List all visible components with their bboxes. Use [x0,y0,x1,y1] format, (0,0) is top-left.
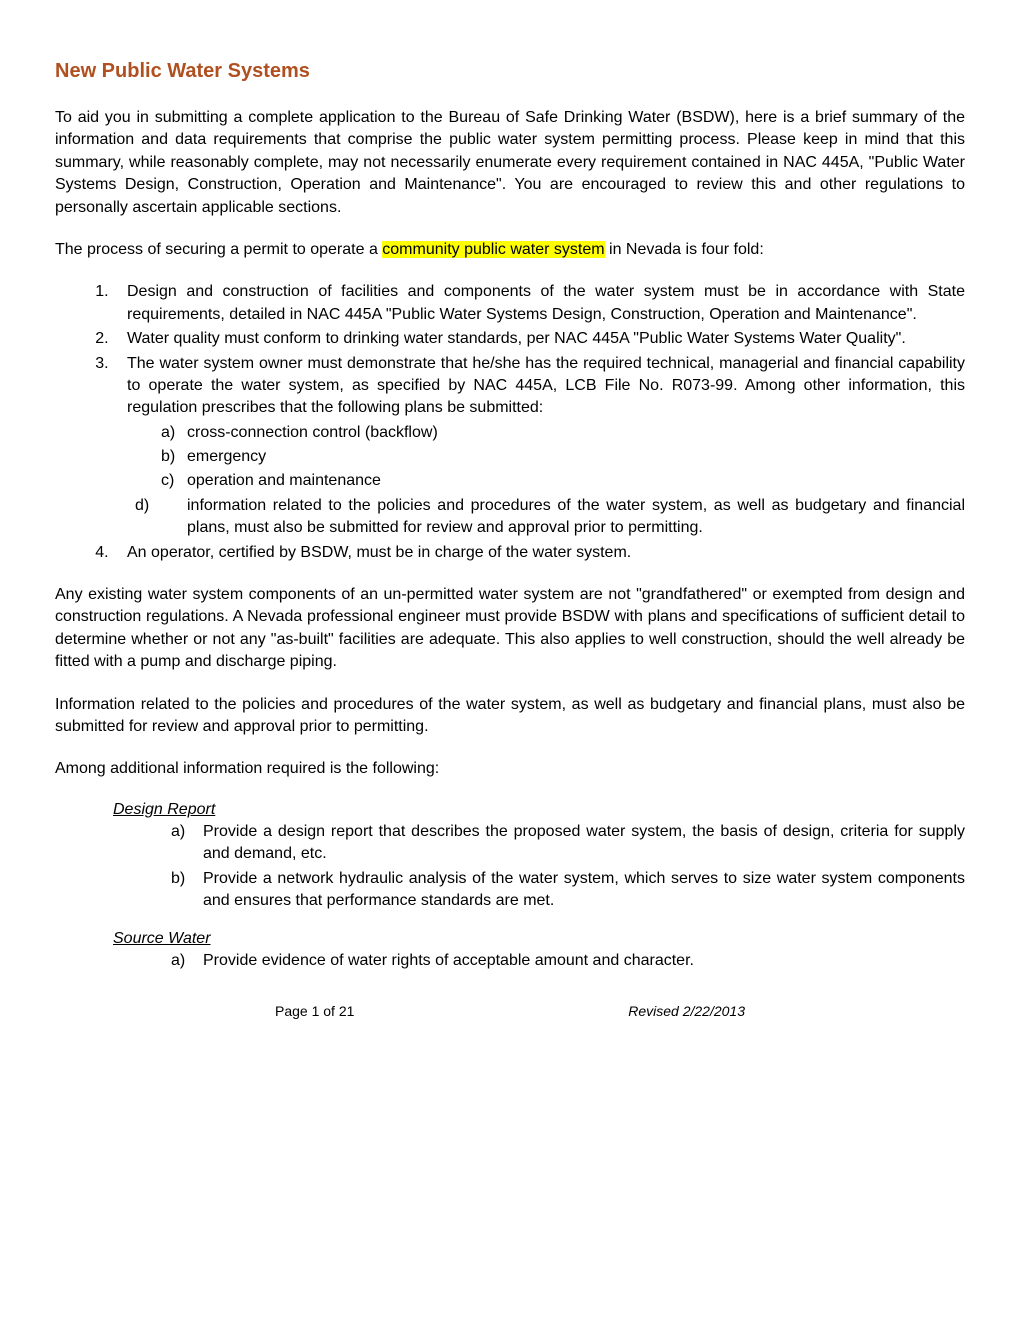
source-text-a: Provide evidence of water rights of acce… [203,952,694,969]
source-water-heading: Source Water [113,930,965,948]
design-marker-b: b) [171,868,185,890]
process-intro-before: The process of securing a permit to oper… [55,241,382,258]
process-intro-after: in Nevada is four fold: [605,241,764,258]
design-report-list: a) Provide a design report that describes… [55,821,965,913]
sub-marker-d: d) [161,495,187,517]
process-ordered-list: Design and construction of facilities an… [55,281,965,564]
source-marker-a: a) [171,950,185,972]
intro-paragraph: To aid you in submitting a complete appl… [55,107,965,219]
list-item-4: An operator, certified by BSDW, must be … [113,542,965,564]
sub-marker-b: b) [161,446,187,468]
footer-revised-date: Revised 2/22/2013 [628,1003,745,1019]
sub-item-d: d)information related to the policies an… [161,495,965,540]
list-item-3: The water system owner must demonstrate … [113,353,965,540]
highlighted-text: community public water system [382,241,604,258]
policies-paragraph: Information related to the policies and … [55,694,965,739]
sub-marker-c: c) [161,470,187,492]
sub-marker-a: a) [161,422,187,444]
list-item-2: Water quality must conform to drinking w… [113,328,965,350]
page-title: New Public Water Systems [55,60,965,83]
grandfathered-paragraph: Any existing water system components of … [55,584,965,674]
sub-text-b: emergency [187,448,266,465]
sub-item-c: c)operation and maintenance [161,470,965,492]
sub-text-c: operation and maintenance [187,472,381,489]
sub-text-d: information related to the policies and … [187,497,965,536]
source-water-item-a: a) Provide evidence of water rights of ac… [171,950,965,972]
design-text-b: Provide a network hydraulic analysis of … [203,870,965,909]
source-water-list: a) Provide evidence of water rights of ac… [55,950,965,972]
process-intro-paragraph: The process of securing a permit to oper… [55,239,965,261]
design-report-heading: Design Report [113,801,965,819]
design-marker-a: a) [171,821,185,843]
list-item-3-intro: The water system owner must demonstrate … [127,355,965,417]
footer-page-number: Page 1 of 21 [275,1003,354,1019]
item3-sub-list: a)cross-connection control (backflow) b)… [127,422,965,540]
sub-text-a: cross-connection control (backflow) [187,424,438,441]
additional-info-intro: Among additional information required is… [55,758,965,780]
list-item-1: Design and construction of facilities an… [113,281,965,326]
design-report-item-b: b) Provide a network hydraulic analysis o… [171,868,965,913]
design-text-a: Provide a design report that describes t… [203,823,965,862]
page-footer: Page 1 of 21 Revised 2/22/2013 [55,1003,965,1019]
sub-item-a: a)cross-connection control (backflow) [161,422,965,444]
sub-item-b: b)emergency [161,446,965,468]
design-report-item-a: a) Provide a design report that describes… [171,821,965,866]
